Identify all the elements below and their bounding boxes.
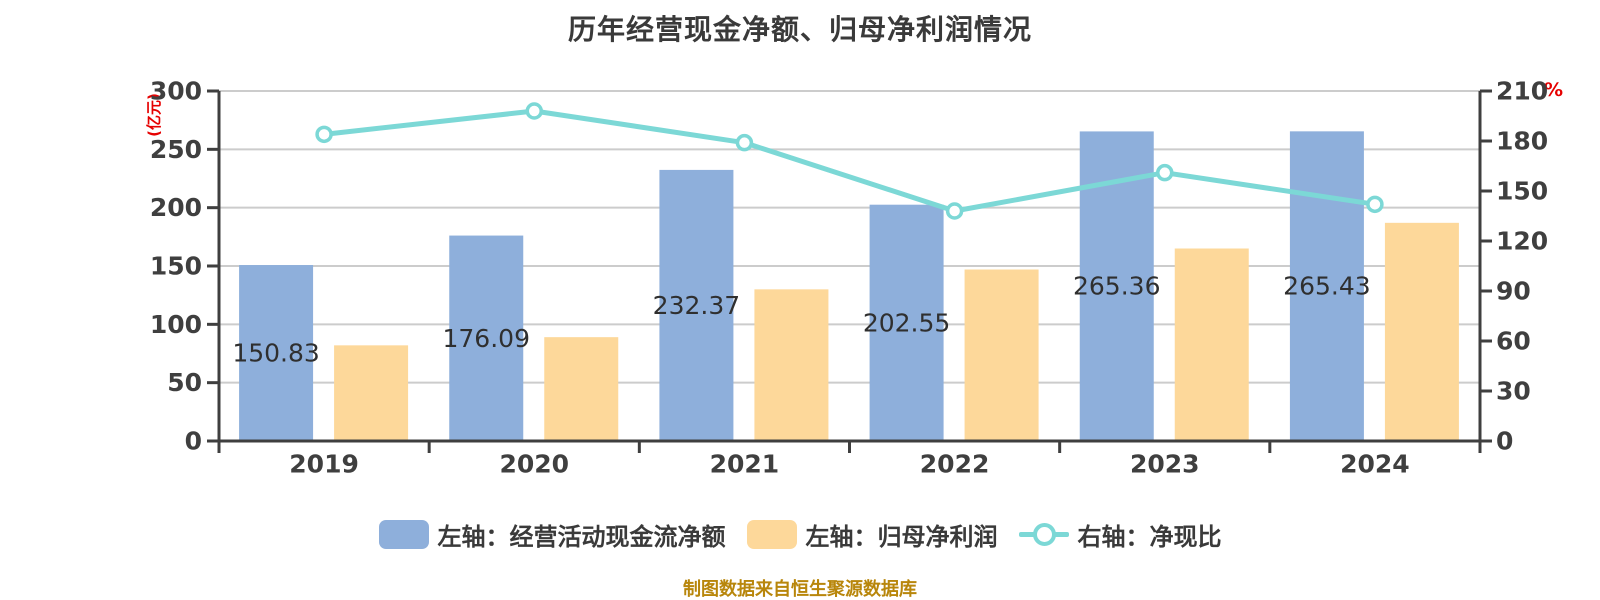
bar-series1-2020 [544, 337, 619, 441]
bar-series0-2022 [869, 204, 944, 441]
left-tick-label-150: 150 [150, 252, 202, 281]
legend-item-label: 左轴：归母净利润 [805, 523, 998, 551]
line-point-2019 [315, 125, 333, 144]
legend-item-operating-cashflow[interactable]: 左轴：经营活动现金流净额 [378, 517, 726, 552]
bar-series0-2024 [1289, 131, 1364, 441]
x-axis-label-2023: 2023 [1130, 450, 1200, 479]
left-tick-label-250: 250 [150, 135, 202, 164]
right-axis-unit-label: % [1544, 79, 1564, 101]
bar-swatch-icon [746, 520, 797, 549]
bar-series0-2021 [659, 169, 734, 441]
x-axis-label-2020: 2020 [499, 450, 569, 479]
x-axis-label-2024: 2024 [1340, 450, 1410, 479]
line-point-2023 [1156, 163, 1174, 182]
line-point-2020 [525, 102, 543, 120]
line-point-2024 [1366, 195, 1384, 214]
right-tick-label-0: 0 [1496, 427, 1513, 456]
right-tick-label-60: 60 [1496, 327, 1531, 356]
line-marker-swatch-icon [1018, 520, 1069, 549]
bar-value-label-2022: 202.55 [863, 308, 950, 337]
line-point-2021 [735, 133, 754, 152]
bar-series1-2024 [1384, 222, 1459, 441]
bar-series0-2019 [239, 265, 314, 441]
left-tick-label-50: 50 [167, 368, 202, 397]
legend-item-net-cash-ratio[interactable]: 右轴：净现比 [1018, 517, 1222, 552]
right-tick-label-30: 30 [1496, 377, 1531, 406]
left-tick-label-200: 200 [150, 193, 202, 222]
bar-series1-2019 [334, 345, 409, 441]
x-axis-label-2021: 2021 [710, 450, 780, 479]
x-axis-label-2022: 2022 [920, 450, 990, 479]
right-tick-label-150: 150 [1496, 177, 1548, 206]
bar-series1-2023 [1174, 248, 1249, 441]
right-tick-label-120: 120 [1496, 227, 1548, 256]
bar-value-label-2021: 232.37 [653, 291, 740, 320]
left-tick-label-0: 0 [185, 427, 202, 456]
right-tick-label-90: 90 [1496, 277, 1531, 306]
bar-series1-2022 [964, 269, 1039, 441]
bar-series1-2021 [754, 289, 829, 441]
bar-value-label-2020: 176.09 [443, 324, 530, 353]
right-tick-label-210: 210 [1496, 77, 1548, 106]
data-source-note: 制图数据来自恒生聚源数据库 [683, 579, 917, 600]
legend-item-label: 左轴：经营活动现金流净额 [437, 523, 726, 551]
bar-value-label-2023: 265.36 [1073, 272, 1160, 301]
line-point-2022 [945, 202, 964, 220]
bar-value-label-2019: 150.83 [232, 339, 319, 368]
x-axis-label-2019: 2019 [289, 450, 359, 479]
left-tick-label-100: 100 [150, 310, 202, 339]
chart-title: 历年经营现金净额、归母净利润情况 [567, 13, 1032, 46]
legend: 左轴：经营活动现金流净额 左轴：归母净利润 右轴：净现比 [0, 517, 1600, 552]
legend-item-net-profit[interactable]: 左轴：归母净利润 [746, 517, 998, 552]
legend-item-label: 右轴：净现比 [1077, 523, 1222, 551]
bar-series0-2020 [449, 235, 524, 441]
bar-swatch-icon [378, 520, 429, 549]
left-tick-label-300: 300 [150, 77, 202, 106]
right-tick-label-180: 180 [1496, 127, 1548, 156]
net-cash-ratio-line [321, 108, 1378, 214]
bar-value-label-2024: 265.43 [1283, 272, 1370, 301]
